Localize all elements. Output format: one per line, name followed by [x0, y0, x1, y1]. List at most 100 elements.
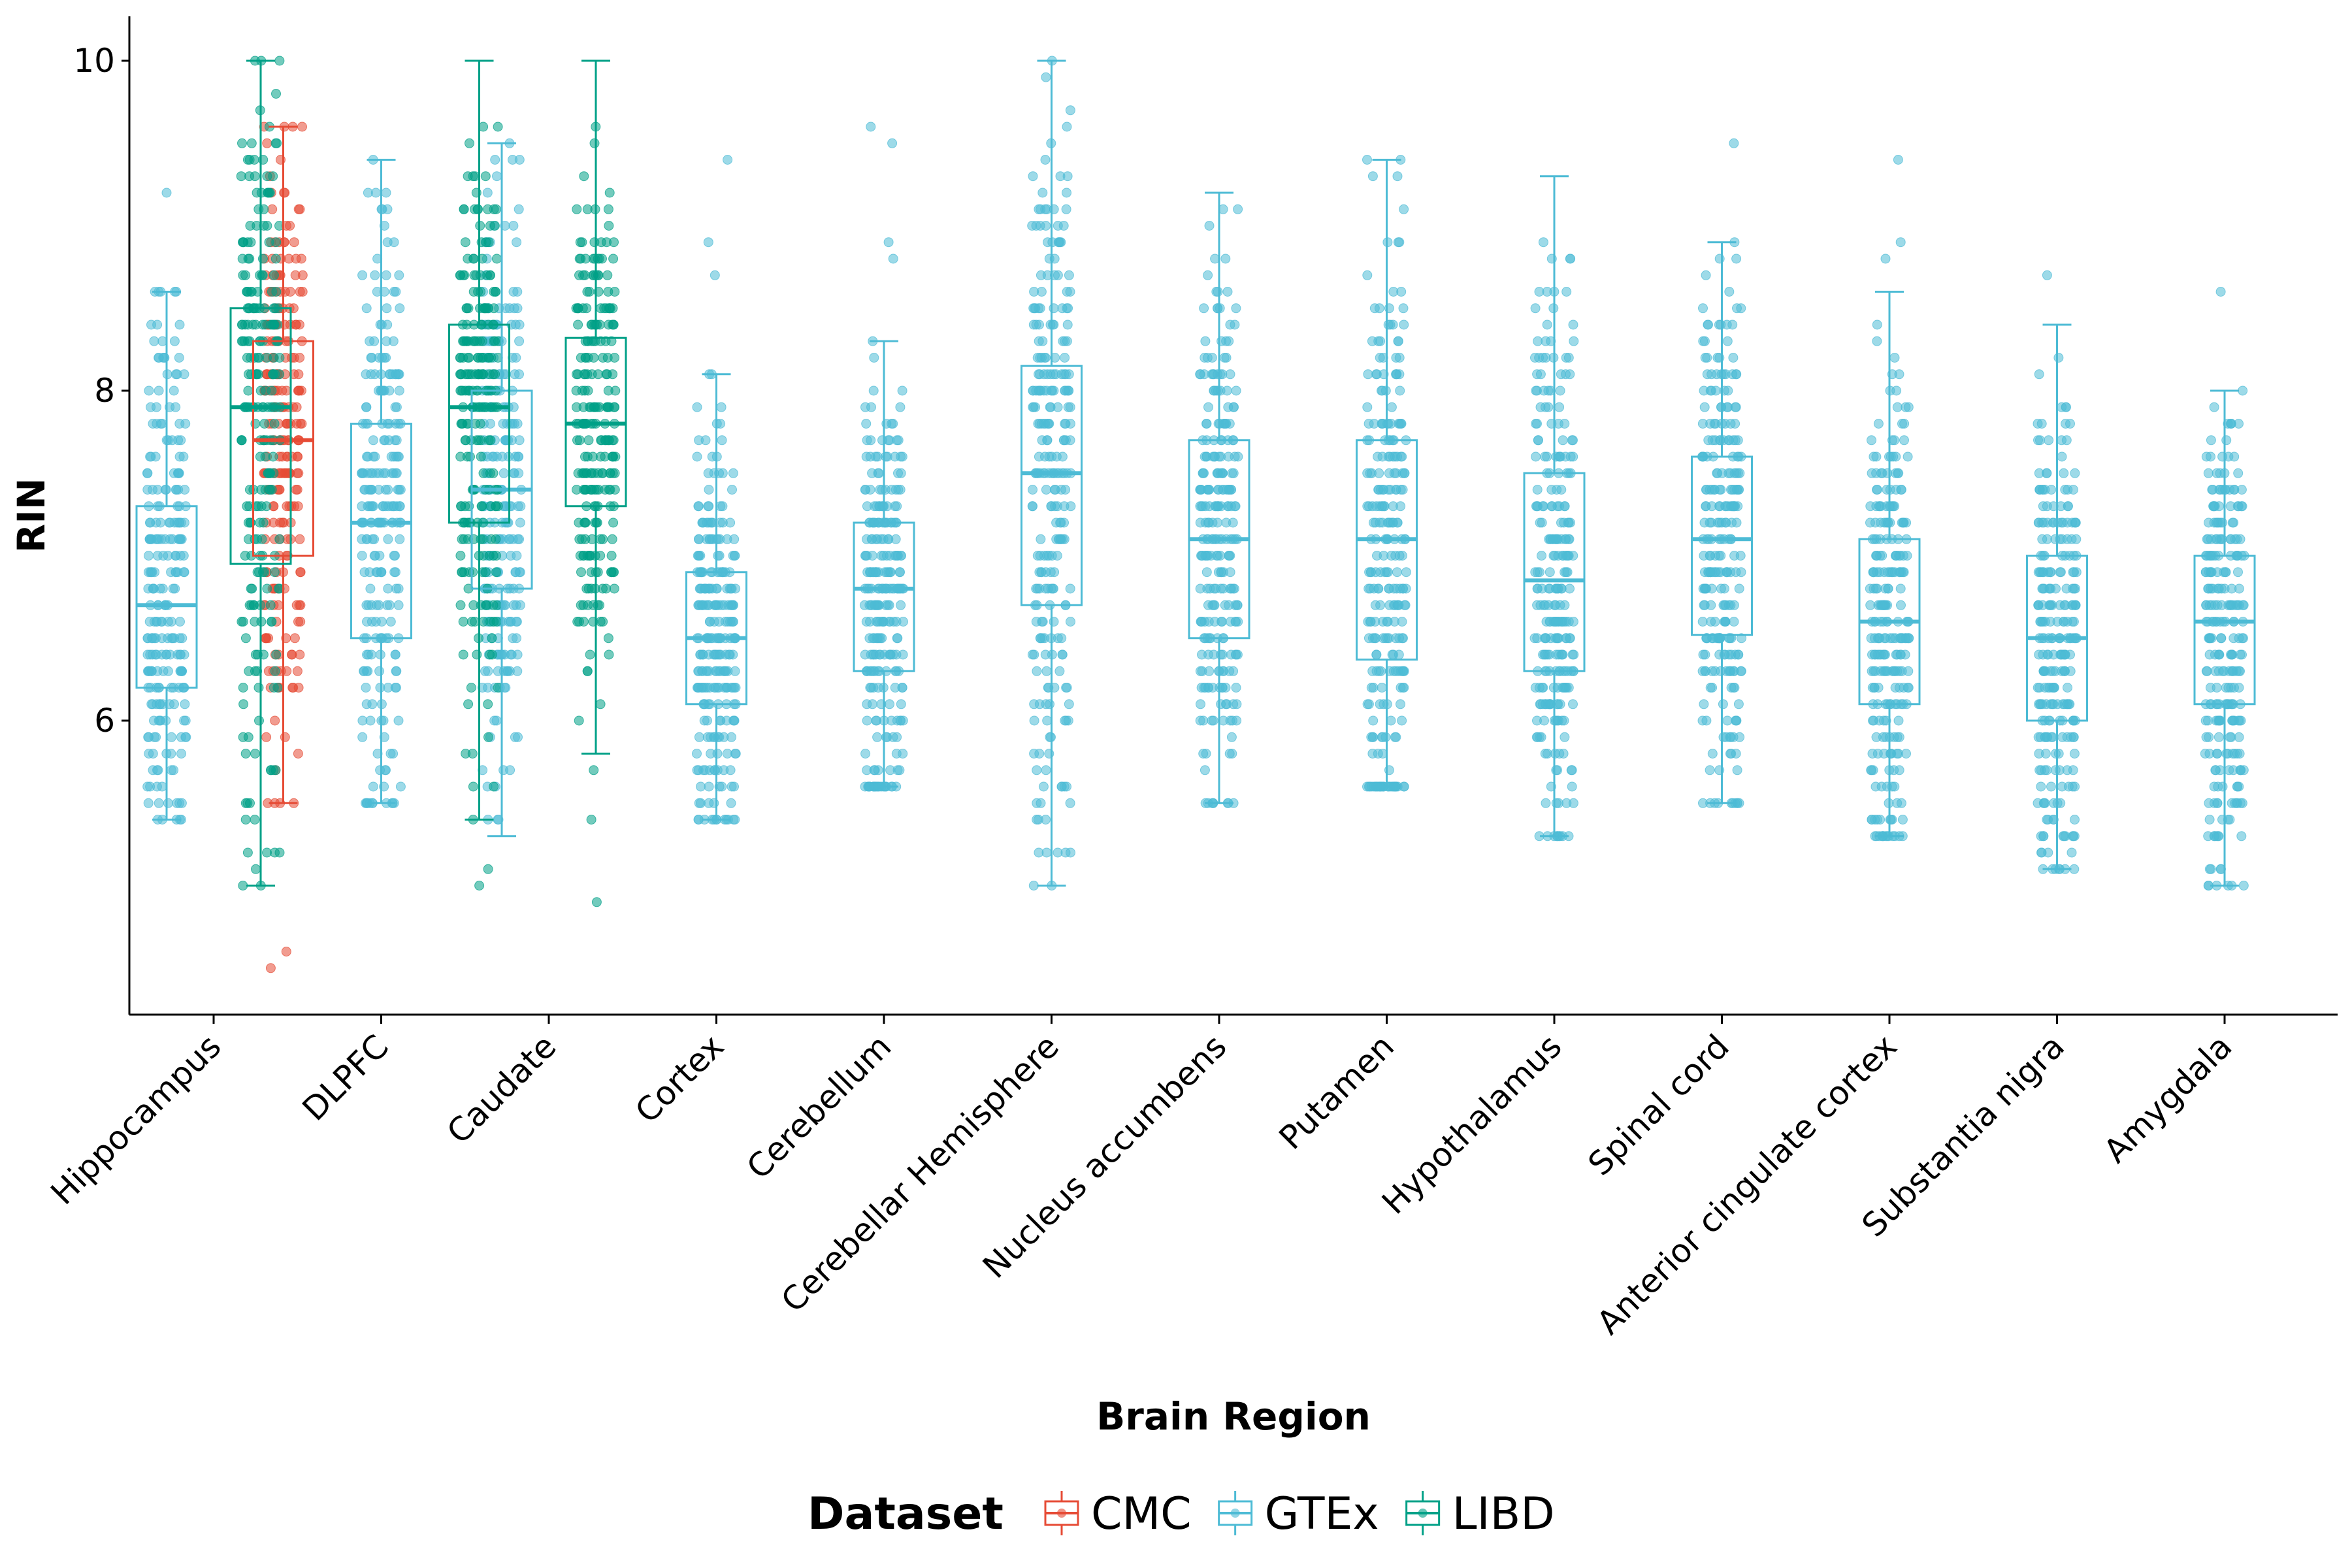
data-point [2217, 781, 2228, 792]
data-point [467, 749, 478, 759]
data-point [604, 649, 614, 660]
legend-key-libd: LIBD [1405, 1488, 1555, 1540]
data-point [1041, 815, 1051, 825]
data-point [2071, 567, 2082, 578]
data-point [458, 649, 468, 660]
data-point [1030, 303, 1041, 314]
data-point [271, 649, 282, 660]
data-point [357, 551, 367, 561]
data-point [1203, 485, 1213, 495]
data-point [485, 435, 496, 446]
data-point [1032, 666, 1042, 676]
data-point [721, 683, 732, 693]
data-point [367, 649, 376, 660]
data-point [1233, 451, 1243, 462]
x-tick-label: Amygdala [2097, 1027, 2240, 1170]
data-point [1532, 485, 1543, 495]
data-point [865, 617, 875, 627]
data-point [293, 385, 303, 396]
data-point [1397, 683, 1408, 693]
data-point [489, 781, 499, 792]
data-point [589, 270, 599, 280]
data-point [1551, 765, 1561, 776]
data-point [2201, 451, 2212, 462]
data-point [1200, 336, 1211, 346]
data-point [1369, 583, 1379, 594]
data-point [1561, 287, 1572, 297]
data-point [714, 617, 724, 627]
data-point [391, 369, 401, 380]
data-point [2206, 864, 2216, 874]
data-point [1714, 253, 1725, 264]
data-point [1061, 715, 1071, 726]
data-point [878, 534, 889, 544]
data-point [713, 649, 723, 660]
data-point [873, 683, 883, 693]
data-point [1200, 683, 1211, 693]
data-point [490, 155, 500, 165]
data-point [146, 402, 156, 412]
data-point [370, 617, 381, 627]
legend-key-cmc: CMC [1044, 1488, 1192, 1540]
data-point [1226, 583, 1236, 594]
data-point [1867, 666, 1877, 676]
data-point [1707, 666, 1717, 676]
data-point [291, 485, 301, 495]
data-point [893, 435, 904, 446]
data-point [2045, 600, 2055, 610]
data-point [702, 732, 713, 742]
data-point [1222, 501, 1233, 512]
data-point [395, 534, 405, 544]
data-point [1065, 583, 1075, 594]
data-point [384, 600, 395, 610]
data-point [263, 188, 273, 198]
data-point [1226, 732, 1237, 742]
data-point [1891, 468, 1901, 478]
data-point [149, 336, 159, 346]
data-point [1369, 303, 1380, 314]
data-point [488, 451, 498, 462]
data-point [491, 567, 501, 578]
data-point [2227, 715, 2238, 726]
data-point [1561, 633, 1571, 644]
data-point [1732, 303, 1742, 314]
data-point [1867, 749, 1878, 759]
data-point [890, 683, 900, 693]
data-point [143, 798, 154, 808]
data-point [717, 501, 728, 512]
data-point [480, 171, 491, 182]
data-point [1371, 567, 1381, 578]
data-point [722, 749, 732, 759]
data-point [459, 204, 469, 214]
data-point [1551, 798, 1561, 808]
data-point [1700, 353, 1710, 363]
data-point [269, 567, 280, 578]
data-point [1716, 551, 1726, 561]
data-point [1032, 353, 1043, 363]
data-point [1712, 468, 1722, 478]
x-tick-label: Anterior cingulate cortex [1590, 1027, 1904, 1341]
data-point [1032, 815, 1042, 825]
data-point [1065, 798, 1075, 808]
data-point [171, 402, 181, 412]
data-point [2065, 666, 2076, 676]
data-point [1036, 287, 1047, 297]
data-point [1707, 749, 1718, 759]
data-point [255, 451, 265, 462]
data-point [168, 583, 178, 594]
data-point [870, 765, 880, 776]
data-point [475, 419, 485, 429]
data-point [246, 583, 256, 594]
data-point [1377, 683, 1387, 693]
data-point [513, 732, 523, 742]
data-point [598, 468, 608, 478]
data-point [1540, 633, 1550, 644]
data-point [468, 534, 479, 544]
outlier-point [591, 897, 602, 907]
data-point [1367, 171, 1378, 182]
data-point [1889, 353, 1900, 363]
data-point [180, 485, 190, 495]
data-point [2215, 715, 2225, 726]
data-point [871, 567, 881, 578]
data-point [1561, 567, 1571, 578]
